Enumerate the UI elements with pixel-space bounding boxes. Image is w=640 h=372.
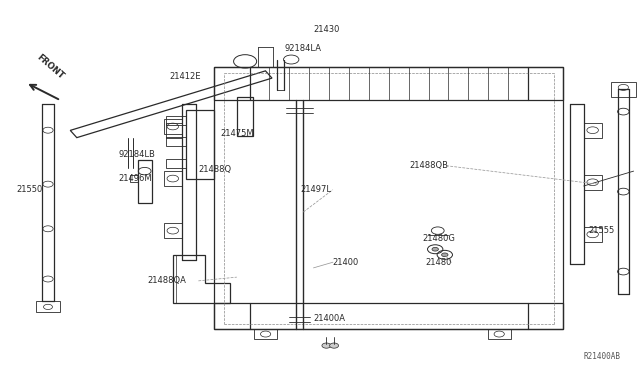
Circle shape [432,247,438,251]
Text: 21475M: 21475M [221,129,255,138]
Text: 21488Q: 21488Q [198,165,232,174]
Circle shape [442,253,448,257]
Text: 21488QB: 21488QB [410,161,449,170]
Text: R21400AB: R21400AB [584,352,621,361]
Text: 92184LB: 92184LB [118,150,156,159]
Text: 21555: 21555 [589,226,615,235]
Text: 21480: 21480 [426,258,452,267]
Text: 92184LA: 92184LA [285,44,322,53]
Text: 21488QA: 21488QA [147,276,186,285]
Text: 21496M: 21496M [118,174,152,183]
Text: FRONT: FRONT [35,53,65,81]
Text: 21412E: 21412E [170,72,201,81]
Text: 21480G: 21480G [422,234,455,243]
Text: 21400A: 21400A [314,314,346,323]
Text: 21430: 21430 [314,25,340,34]
Circle shape [322,343,331,348]
Circle shape [330,343,339,348]
Text: 21550: 21550 [16,185,42,194]
Text: 21497L: 21497L [301,185,332,194]
Text: 21400: 21400 [333,258,359,267]
